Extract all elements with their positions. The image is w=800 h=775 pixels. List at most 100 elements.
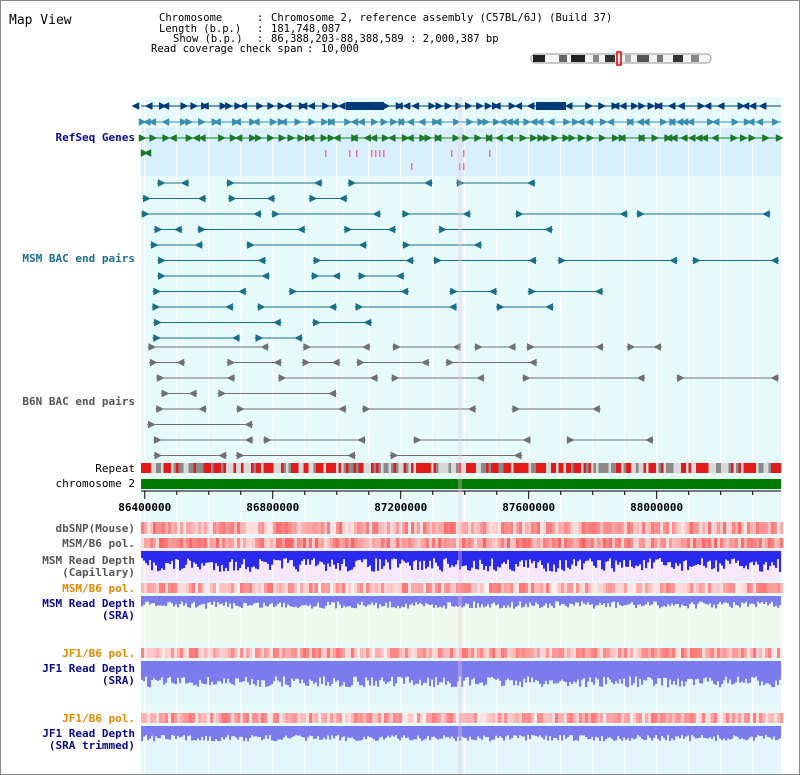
polymorphism-cell [414, 713, 418, 723]
polymorphism-cell [597, 522, 601, 534]
repeat-block [736, 463, 739, 473]
read-depth-bar [141, 661, 144, 680]
repeat-block [321, 463, 324, 473]
b6n-bac-track[interactable] [147, 343, 779, 460]
read-depth-bar [347, 551, 350, 572]
read-depth-bar [315, 596, 318, 607]
polymorphism-cell [579, 713, 583, 723]
polymorphism-cell [591, 713, 595, 723]
read-depth-bar [745, 551, 748, 566]
read-depth-bar [309, 551, 312, 565]
polymorphism-cell [558, 538, 562, 548]
polymorphism-cell [453, 583, 457, 593]
gene-exon [180, 102, 189, 110]
refseq-genes-track[interactable] [131, 102, 784, 170]
read-depth-bar [149, 726, 152, 739]
read-depth-bar [601, 726, 604, 737]
repeat-track[interactable] [141, 463, 782, 473]
polymorphism-cell [420, 648, 424, 658]
bac-end [257, 256, 266, 265]
gene-exon [357, 118, 365, 126]
read-depth-bar [141, 551, 144, 559]
read-depth-bar [473, 661, 476, 679]
polymorphism-cell [180, 713, 184, 723]
read-depth-bar [271, 596, 274, 603]
read-depth-bar [735, 551, 738, 563]
polymorphism-cell [249, 522, 253, 534]
polymorphism-cell [150, 522, 154, 534]
read-depth-bar [555, 551, 558, 572]
polymorphism-cell [192, 583, 196, 593]
read-depth-bar [613, 726, 616, 741]
read-depth-bar [359, 726, 362, 741]
read-depth-bar [491, 551, 494, 559]
polymorphism-cell [594, 713, 598, 723]
repeat-block [581, 463, 584, 473]
read-depth-bar [683, 551, 686, 562]
read-depth-bar [525, 551, 528, 561]
gene-exon [419, 134, 428, 142]
polymorphism-cell [360, 583, 364, 593]
repeat-block [498, 463, 502, 473]
chromosome-bar[interactable] [141, 479, 781, 489]
polymorphism-cell [687, 648, 691, 658]
gene-exon [322, 102, 330, 110]
read-depth-bar [293, 726, 296, 737]
repeat-block [493, 463, 497, 473]
polymorphism-cell [171, 583, 175, 593]
polymorphism-cell [627, 648, 631, 658]
read-depth-bar [329, 726, 332, 740]
polymorphism-cell [501, 713, 505, 723]
gene-exon [546, 118, 555, 126]
polymorphism-cell [369, 713, 373, 723]
read-depth-bar [727, 551, 730, 561]
depth-tracks[interactable] [141, 551, 782, 742]
polymorphism-cell [165, 538, 169, 548]
read-depth-bar [663, 726, 666, 739]
polymorphism-cell [552, 713, 556, 723]
read-depth-bar [443, 551, 446, 560]
read-depth-bar [235, 726, 238, 738]
polymorphism-cell [369, 538, 373, 548]
polymorphism-cell [675, 522, 679, 534]
msm-bac-track[interactable] [141, 179, 779, 342]
polymorphism-cell [216, 522, 220, 534]
polymorphism-cell [606, 713, 610, 723]
gene-exon [651, 134, 660, 142]
polymorphism-cell [462, 648, 466, 658]
polymorphism-cell [606, 583, 610, 593]
read-depth-bar [521, 596, 524, 608]
polymorphism-cell [633, 648, 637, 658]
read-depth-bar [317, 551, 320, 565]
polymorphism-cell [462, 538, 466, 548]
gene-exon [161, 102, 170, 110]
polymorphism-cell [465, 538, 469, 548]
repeat-block [323, 463, 327, 473]
bac-end [402, 210, 411, 218]
polymorphism-cell [675, 648, 679, 658]
gene-exon [599, 118, 608, 126]
read-depth-bar [237, 596, 240, 607]
read-depth-bar [233, 726, 236, 736]
read-depth-bar [387, 661, 390, 683]
chromosome-ideogram[interactable] [530, 51, 712, 66]
read-depth-bar [171, 661, 174, 683]
read-depth-bar [347, 596, 350, 607]
polymorphism-cell [180, 538, 184, 548]
length-value: 181,748,087 [271, 23, 341, 35]
read-depth-bar [547, 596, 550, 608]
read-depth-bar [209, 596, 212, 603]
read-depth-bar [497, 726, 500, 739]
read-depth-bar [677, 726, 680, 737]
polymorphism-cell [261, 583, 265, 593]
read-depth-bar [159, 596, 162, 606]
heat-tracks[interactable] [141, 522, 784, 723]
read-depth-bar [709, 726, 712, 738]
read-depth-bar [617, 661, 620, 684]
repeat-block [168, 463, 172, 473]
read-depth-bar [267, 551, 270, 564]
read-depth-bar [641, 726, 644, 739]
polymorphism-cell [471, 538, 475, 548]
read-depth-bar [401, 551, 404, 560]
